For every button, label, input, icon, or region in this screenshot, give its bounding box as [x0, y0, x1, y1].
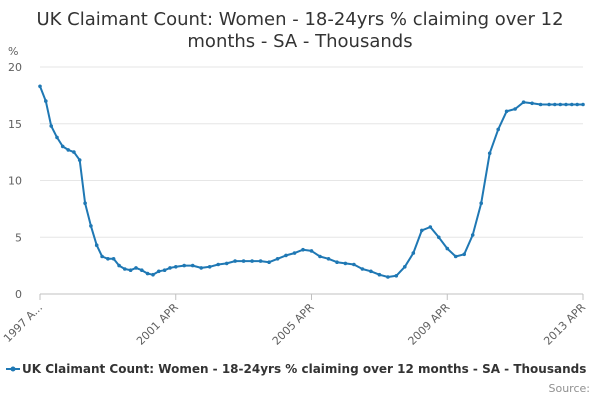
data-point[interactable]: [558, 102, 563, 107]
legend-series-label: UK Claimant Count: Women - 18-24yrs % cl…: [22, 362, 586, 376]
data-point[interactable]: [77, 158, 82, 162]
data-point[interactable]: [462, 252, 467, 257]
data-point[interactable]: [83, 201, 87, 205]
data-point[interactable]: [292, 251, 297, 255]
data-point[interactable]: [241, 259, 246, 263]
data-point[interactable]: [352, 262, 356, 267]
y-axis-ticks: 0 5 10 15 20: [8, 61, 22, 301]
data-point[interactable]: [123, 267, 127, 271]
data-point[interactable]: [301, 247, 305, 252]
data-point[interactable]: [428, 225, 433, 229]
data-point[interactable]: [168, 266, 172, 270]
data-point[interactable]: [284, 253, 288, 258]
data-point[interactable]: [318, 254, 322, 259]
data-point[interactable]: [570, 102, 574, 107]
data-point[interactable]: [394, 274, 399, 278]
y-axis-label: %: [8, 45, 18, 58]
data-point[interactable]: [224, 261, 229, 266]
data-point[interactable]: [275, 257, 280, 261]
data-point[interactable]: [60, 144, 65, 149]
x-tick-label: 2013 APR: [541, 301, 588, 348]
data-point[interactable]: [140, 268, 144, 273]
gridlines: [40, 66, 583, 295]
data-point[interactable]: [411, 251, 416, 255]
y-tick-label: 0: [15, 288, 22, 301]
data-point[interactable]: [72, 150, 76, 154]
data-point[interactable]: [335, 260, 339, 265]
data-point[interactable]: [504, 109, 509, 114]
data-point[interactable]: [207, 265, 212, 269]
data-point[interactable]: [470, 233, 475, 237]
data-point[interactable]: [94, 243, 99, 247]
data-point[interactable]: [44, 99, 48, 103]
data-point[interactable]: [162, 268, 167, 273]
data-point[interactable]: [174, 265, 178, 269]
data-point[interactable]: [437, 235, 441, 240]
data-point[interactable]: [445, 246, 450, 251]
data-point[interactable]: [190, 263, 195, 268]
data-point[interactable]: [134, 266, 138, 270]
y-tick-label: 10: [8, 175, 22, 188]
data-point[interactable]: [267, 260, 271, 265]
data-point[interactable]: [38, 84, 42, 89]
data-point[interactable]: [250, 259, 254, 263]
data-point[interactable]: [145, 271, 150, 276]
data-point[interactable]: [49, 124, 53, 128]
y-tick-label: 20: [8, 61, 22, 74]
data-point[interactable]: [128, 268, 133, 273]
data-point[interactable]: [553, 102, 557, 107]
data-point[interactable]: [479, 201, 484, 205]
x-tick-label: 2001 APR: [134, 301, 181, 348]
data-point[interactable]: [369, 269, 373, 274]
data-point[interactable]: [564, 102, 568, 107]
data-point[interactable]: [326, 257, 331, 261]
data-point[interactable]: [547, 102, 551, 107]
series-line-0[interactable]: [39, 85, 583, 278]
data-point[interactable]: [111, 257, 116, 261]
data-point[interactable]: [117, 263, 121, 268]
data-point[interactable]: [100, 254, 104, 259]
series-group: [38, 84, 585, 279]
data-point[interactable]: [403, 265, 407, 269]
data-point[interactable]: [496, 127, 501, 132]
data-point[interactable]: [538, 102, 543, 107]
data-point[interactable]: [157, 269, 161, 274]
data-point[interactable]: [530, 101, 534, 106]
data-point[interactable]: [309, 249, 314, 253]
data-point[interactable]: [513, 107, 517, 111]
data-point[interactable]: [199, 266, 203, 270]
data-point[interactable]: [233, 259, 237, 263]
x-tick-label: 2005 APR: [270, 301, 317, 348]
data-point[interactable]: [521, 100, 526, 104]
source-label: Source:: [549, 382, 591, 395]
data-point[interactable]: [420, 228, 424, 233]
y-tick-label: 15: [8, 118, 22, 131]
x-tick-label: 2009 APR: [405, 301, 452, 348]
data-point[interactable]: [216, 262, 220, 267]
data-point[interactable]: [151, 272, 155, 277]
data-point[interactable]: [377, 272, 382, 277]
data-point[interactable]: [258, 259, 263, 263]
chart-title-line-1: UK Claimant Count: Women - 18-24yrs % cl…: [36, 9, 563, 30]
data-point[interactable]: [106, 257, 110, 261]
data-point[interactable]: [89, 224, 93, 228]
data-point[interactable]: [66, 148, 70, 152]
data-point[interactable]: [182, 263, 186, 268]
data-point[interactable]: [487, 151, 492, 156]
data-point[interactable]: [55, 135, 59, 140]
data-point[interactable]: [360, 267, 365, 271]
data-point[interactable]: [453, 254, 458, 259]
legend-point-marker: [10, 366, 16, 372]
data-point[interactable]: [575, 102, 579, 107]
data-point[interactable]: [343, 261, 348, 266]
legend[interactable]: UK Claimant Count: Women - 18-24yrs % cl…: [6, 362, 586, 376]
chart-title-line-2: months - SA - Thousands: [187, 31, 412, 52]
data-point[interactable]: [386, 275, 390, 279]
data-point[interactable]: [581, 102, 585, 107]
y-tick-label: 5: [15, 231, 22, 244]
x-axis: 1997 A... 2001 APR 2005 APR 2009 APR 2013 AP…: [1, 294, 588, 348]
x-tick-label: 1997 A...: [1, 301, 45, 345]
